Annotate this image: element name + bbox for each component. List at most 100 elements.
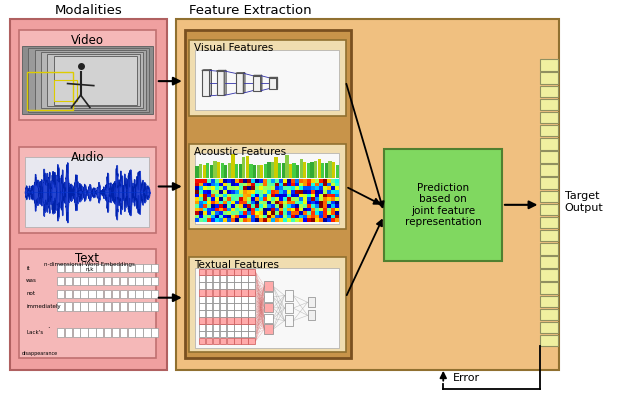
- Bar: [22, 46, 153, 114]
- Bar: [81, 290, 88, 298]
- Bar: [195, 197, 200, 201]
- Bar: [112, 264, 119, 272]
- Bar: [143, 290, 150, 298]
- Bar: [211, 218, 216, 221]
- Bar: [243, 183, 247, 186]
- Bar: [310, 162, 314, 178]
- Bar: [327, 190, 331, 193]
- Bar: [236, 190, 239, 193]
- Bar: [279, 179, 284, 183]
- Bar: [540, 85, 558, 97]
- Bar: [279, 204, 284, 208]
- Bar: [232, 186, 236, 190]
- Bar: [220, 317, 227, 323]
- Bar: [195, 50, 339, 110]
- Bar: [151, 264, 159, 272]
- Bar: [335, 204, 339, 208]
- Bar: [284, 183, 287, 186]
- Bar: [195, 208, 200, 211]
- Bar: [232, 193, 236, 197]
- Bar: [127, 290, 135, 298]
- Bar: [300, 197, 303, 201]
- Bar: [224, 165, 227, 178]
- Bar: [292, 164, 296, 178]
- Bar: [268, 204, 271, 208]
- Bar: [220, 201, 223, 204]
- Bar: [268, 197, 271, 201]
- Bar: [308, 297, 315, 307]
- Bar: [216, 215, 220, 218]
- Bar: [247, 215, 252, 218]
- Polygon shape: [253, 76, 260, 91]
- Bar: [239, 179, 243, 183]
- Bar: [248, 310, 255, 317]
- Bar: [241, 289, 248, 296]
- Bar: [303, 204, 307, 208]
- Bar: [211, 197, 216, 201]
- Polygon shape: [253, 75, 262, 76]
- Bar: [243, 218, 247, 221]
- Bar: [540, 177, 558, 189]
- Bar: [263, 190, 268, 193]
- Bar: [259, 186, 263, 190]
- Bar: [540, 138, 558, 150]
- Bar: [200, 215, 204, 218]
- Bar: [127, 277, 135, 285]
- Bar: [263, 179, 268, 183]
- Bar: [279, 197, 284, 201]
- Bar: [211, 201, 216, 204]
- Bar: [303, 190, 307, 193]
- Bar: [204, 204, 207, 208]
- Bar: [57, 264, 64, 272]
- Bar: [311, 215, 316, 218]
- Bar: [232, 190, 236, 193]
- Bar: [136, 277, 143, 285]
- Text: Text: Text: [76, 252, 99, 265]
- Bar: [331, 208, 335, 211]
- Bar: [81, 277, 88, 285]
- Bar: [189, 143, 346, 229]
- Bar: [295, 215, 300, 218]
- Bar: [263, 218, 268, 221]
- Bar: [189, 257, 346, 352]
- Bar: [252, 215, 255, 218]
- Bar: [65, 302, 72, 311]
- Bar: [72, 264, 80, 272]
- Bar: [195, 218, 200, 221]
- Bar: [223, 193, 227, 197]
- Bar: [268, 215, 271, 218]
- Bar: [316, 208, 319, 211]
- Bar: [255, 197, 259, 201]
- Bar: [210, 165, 213, 178]
- Bar: [227, 275, 234, 282]
- Bar: [223, 204, 227, 208]
- Bar: [232, 197, 236, 201]
- Bar: [316, 215, 319, 218]
- Bar: [331, 183, 335, 186]
- Bar: [96, 290, 104, 298]
- Bar: [316, 211, 319, 215]
- Bar: [189, 40, 346, 116]
- Bar: [271, 179, 275, 183]
- Bar: [216, 183, 220, 186]
- Bar: [195, 165, 198, 178]
- Polygon shape: [269, 78, 276, 89]
- Bar: [317, 159, 321, 178]
- Bar: [227, 282, 234, 289]
- Bar: [19, 30, 156, 120]
- Bar: [227, 296, 234, 303]
- Bar: [335, 215, 339, 218]
- Bar: [263, 183, 268, 186]
- Bar: [195, 211, 200, 215]
- Bar: [220, 186, 223, 190]
- Bar: [204, 218, 207, 221]
- Bar: [223, 218, 227, 221]
- Bar: [247, 211, 252, 215]
- Bar: [321, 164, 324, 178]
- Bar: [136, 302, 143, 311]
- Bar: [287, 218, 291, 221]
- Bar: [206, 303, 212, 310]
- Bar: [540, 125, 558, 136]
- Bar: [143, 302, 150, 311]
- Polygon shape: [216, 71, 224, 95]
